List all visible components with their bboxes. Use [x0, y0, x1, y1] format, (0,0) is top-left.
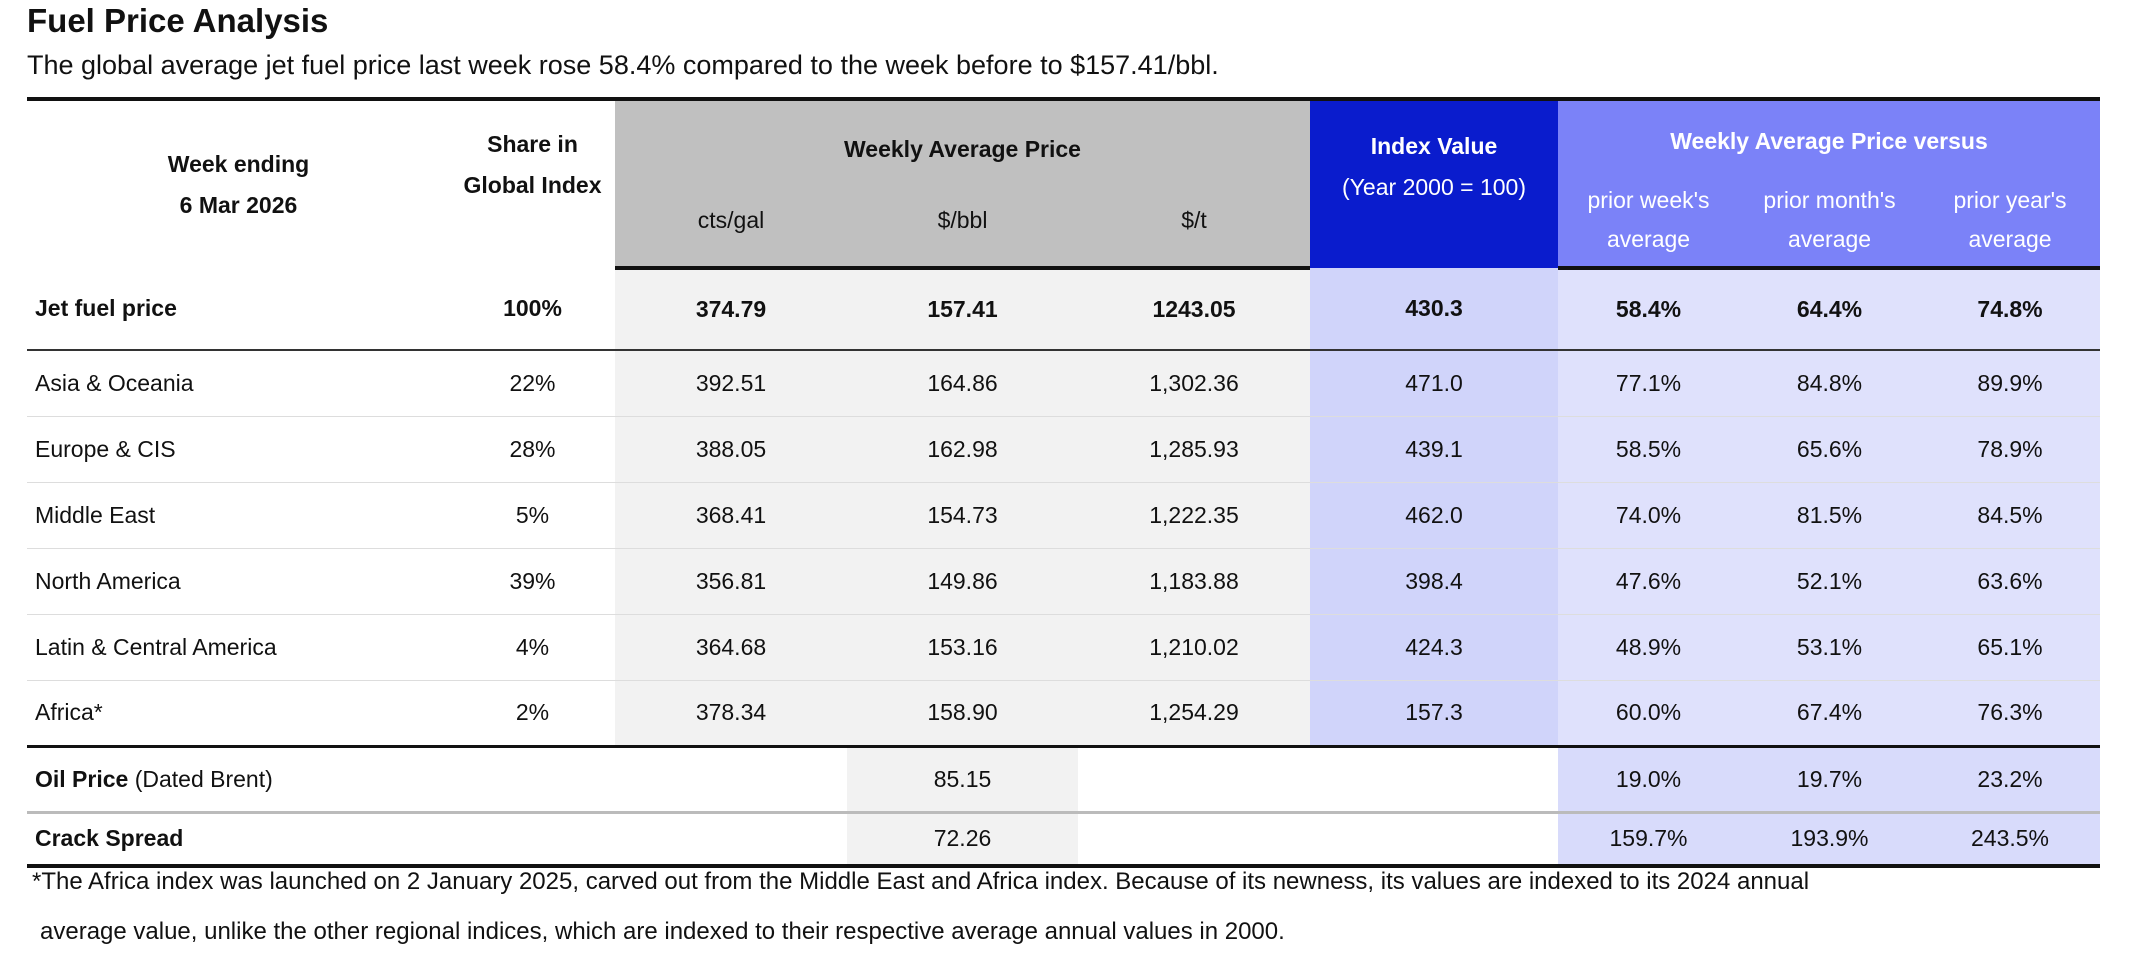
cell-index: 424.3	[1310, 614, 1559, 681]
region-row: North America 39% 356.81 149.86 1,183.88 398.…	[27, 548, 2101, 615]
unit-cts-gal: cts/gal	[615, 174, 847, 270]
region-row: Asia & Oceania 22% 392.51 164.86 1,302.36 471…	[27, 350, 2101, 417]
cell-share: 28%	[450, 416, 615, 483]
cell-m: 65.6%	[1739, 416, 1921, 483]
cell-bbl: 85.15	[847, 746, 1078, 814]
cell-m: 53.1%	[1739, 614, 1921, 681]
cell-share: 4%	[450, 614, 615, 681]
cell-share: 39%	[450, 548, 615, 615]
cell-label: Europe & CIS	[27, 416, 450, 483]
unit-usd-t: $/t	[1078, 174, 1311, 270]
page-subtitle: The global average jet fuel price last w…	[27, 50, 1219, 80]
cell-m: 52.1%	[1739, 548, 1921, 615]
footnote-line-2: average value, unlike the other regional…	[40, 918, 1285, 945]
crack-spread-row: Crack Spread 72.26 159.7% 193.9% 243.5%	[27, 812, 2101, 868]
week-ending-header: Week ending 6 Mar 2026	[27, 97, 450, 268]
footnote-line-1: *The Africa index was launched on 2 Janu…	[32, 868, 1810, 895]
page-title: Fuel Price Analysis	[27, 2, 329, 39]
cell-y: 84.5%	[1920, 482, 2101, 549]
cell-share: 5%	[450, 482, 615, 549]
cell-label: Asia & Oceania	[27, 350, 450, 417]
cell-m: 67.4%	[1739, 680, 1921, 748]
cell-y: 243.5%	[1920, 812, 2101, 868]
region-row: Africa* 2% 378.34 158.90 1,254.29 157.3 60.0% 6…	[27, 680, 2101, 748]
cell-bbl: 162.98	[847, 416, 1078, 483]
cell-bbl: 72.26	[847, 812, 1078, 868]
cell-y: 63.6%	[1920, 548, 2101, 615]
versus-prior-year: prior year's average	[1920, 174, 2101, 270]
cell-w: 74.0%	[1558, 482, 1740, 549]
cell-w: 47.6%	[1558, 548, 1740, 615]
cell-label: North America	[27, 548, 450, 615]
cell-index: 462.0	[1310, 482, 1559, 549]
unit-usd-bbl: $/bbl	[847, 174, 1078, 270]
cell-bbl: 158.90	[847, 680, 1078, 748]
cell-t: 1,222.35	[1078, 482, 1311, 549]
versus-prior-month: prior month's average	[1739, 174, 1921, 270]
index-value-header: Index Value (Year 2000 = 100)	[1310, 97, 1559, 268]
cell-bbl: 153.16	[847, 614, 1078, 681]
cell-m: 84.8%	[1739, 350, 1921, 417]
versus-header: Weekly Average Price versus	[1558, 97, 2101, 174]
cell-label: Africa*	[27, 680, 450, 748]
cell-index: 157.3	[1310, 680, 1559, 748]
share-header: Share in Global Index	[450, 97, 615, 268]
cell-t: 1,285.93	[1078, 416, 1311, 483]
cell-w: 48.9%	[1558, 614, 1740, 681]
crack-label: Crack Spread	[27, 812, 450, 868]
cell-t: 1,183.88	[1078, 548, 1311, 615]
cell-w: 159.7%	[1558, 812, 1740, 868]
cell-t: 1,254.29	[1078, 680, 1311, 748]
cell-cts: 388.05	[615, 416, 847, 483]
cell-y: 89.9%	[1920, 350, 2101, 417]
cell-t: 1,210.02	[1078, 614, 1311, 681]
cell-cts: 364.68	[615, 614, 847, 681]
cell-label: Middle East	[27, 482, 450, 549]
cell-m: 193.9%	[1739, 812, 1921, 868]
weekly-average-price-header: Weekly Average Price	[615, 97, 1311, 174]
cell-index: 439.1	[1310, 416, 1559, 483]
cell-cts: 392.51	[615, 350, 847, 417]
cell-m: 81.5%	[1739, 482, 1921, 549]
cell-share: 2%	[450, 680, 615, 748]
cell-bbl: 149.86	[847, 548, 1078, 615]
cell-w: 77.1%	[1558, 350, 1740, 417]
cell-cts: 356.81	[615, 548, 847, 615]
cell-w: 58.5%	[1558, 416, 1740, 483]
jet-fuel-row: Jet fuel price 100% 374.79 157.41 1243.0…	[27, 268, 2101, 351]
cell-bbl: 154.73	[847, 482, 1078, 549]
cell-y: 65.1%	[1920, 614, 2101, 681]
cell-label: Latin & Central America	[27, 614, 450, 681]
region-row: Middle East 5% 368.41 154.73 1,222.35 462.0 74…	[27, 482, 2101, 549]
cell-t: 1,302.36	[1078, 350, 1311, 417]
cell-bbl: 164.86	[847, 350, 1078, 417]
cell-index: 471.0	[1310, 350, 1559, 417]
cell-w: 19.0%	[1558, 746, 1740, 814]
cell-cts: 378.34	[615, 680, 847, 748]
oil-price-row: Oil Price (Dated Brent) 85.15 19.0% 19.7% 23…	[27, 746, 2101, 814]
cell-cts: 368.41	[615, 482, 847, 549]
oil-label: Oil Price (Dated Brent)	[27, 746, 450, 814]
versus-prior-week: prior week's average	[1558, 174, 1740, 270]
cell-y: 23.2%	[1920, 746, 2101, 814]
region-row: Latin & Central America 4% 364.68 153.16 1,2…	[27, 614, 2101, 681]
cell-w: 60.0%	[1558, 680, 1740, 748]
cell-y: 78.9%	[1920, 416, 2101, 483]
region-row: Europe & CIS 28% 388.05 162.98 1,285.93 439.1…	[27, 416, 2101, 483]
cell-y: 76.3%	[1920, 680, 2101, 748]
fuel-price-table: Week ending 6 Mar 2026 Share in Global Ind…	[27, 97, 2101, 868]
cell-index: 398.4	[1310, 548, 1559, 615]
cell-share: 22%	[450, 350, 615, 417]
cell-m: 19.7%	[1739, 746, 1921, 814]
